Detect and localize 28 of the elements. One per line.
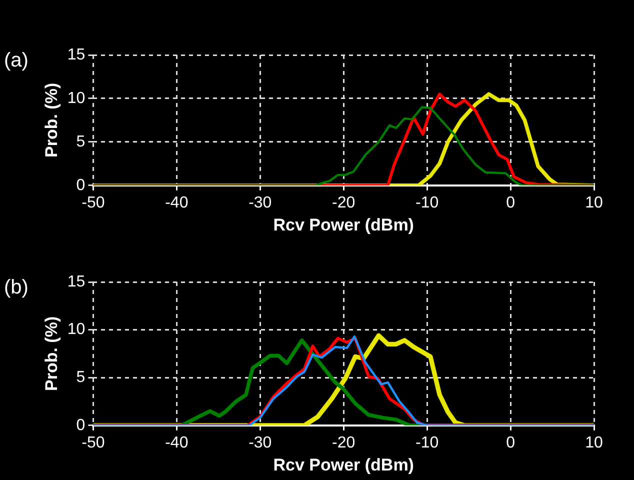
y-axis-title: Prob. (%) [42,316,61,392]
x-tick-label: 10 [585,434,603,452]
y-tick-label: 0 [76,416,86,434]
x-axis-title: Rcv Power (dBm) [273,455,414,474]
x-tick-label: -40 [165,434,188,452]
x-tick-label: -50 [82,434,105,452]
y-tick-label: 10 [67,90,86,107]
x-tick-label: 0 [506,194,516,212]
y-tick-label: 5 [76,369,86,386]
x-tick-label: -50 [82,194,105,212]
y-tick-label: 0 [76,176,86,194]
x-tick-label: -20 [332,194,356,212]
x-tick-label: -30 [248,194,272,212]
chart-title: (b) [4,276,28,299]
x-tick-label: 0 [506,434,516,452]
y-tick-label: 5 [76,133,86,150]
x-tick-label: -40 [165,194,188,212]
y-axis-title: Prob. (%) [42,82,61,158]
y-tick-label: 10 [67,321,86,338]
x-tick-label: -10 [416,194,439,212]
x-axis-title: Rcv Power (dBm) [273,215,414,234]
y-tick-label: 15 [67,273,86,290]
x-tick-label: 10 [585,194,603,212]
x-tick-label: -30 [248,434,272,452]
y-tick-label: 15 [67,46,86,64]
x-tick-label: -20 [332,434,356,452]
x-tick-label: -10 [416,434,439,452]
chart-title: (a) [4,50,28,72]
